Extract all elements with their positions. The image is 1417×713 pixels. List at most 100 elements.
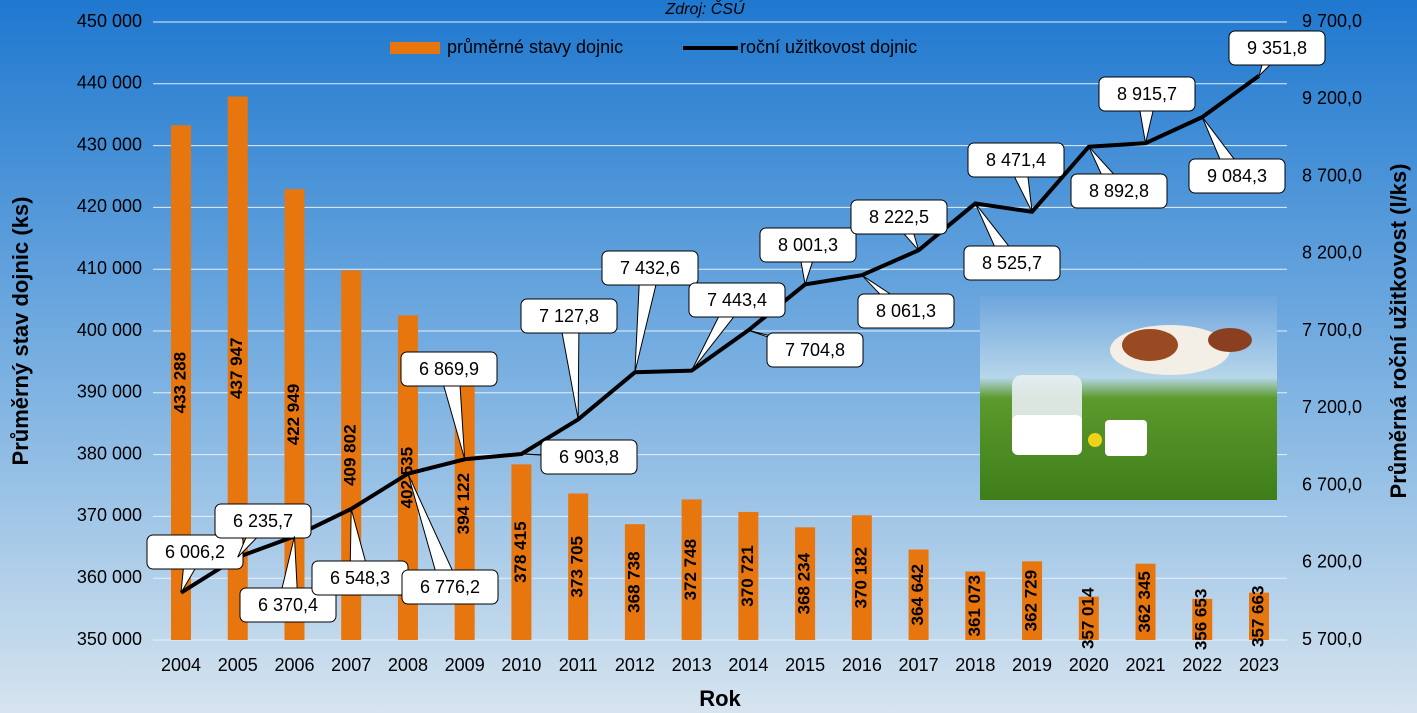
bar-value-label: 402 535 — [397, 447, 416, 508]
callout-box — [400, 351, 498, 387]
y-tick-label: 410 000 — [77, 258, 142, 278]
bar-value-label: 362 345 — [1135, 571, 1154, 632]
bar-value-label: 372 748 — [681, 539, 700, 600]
line-value-label: 6 235,7 — [233, 511, 293, 531]
callout-box — [1098, 76, 1196, 112]
x-tick-label: 2016 — [842, 655, 882, 675]
x-tick-label: 2021 — [1126, 655, 1166, 675]
bar-value-label: 357 663 — [1248, 586, 1267, 647]
line-value-label: 8 892,8 — [1089, 181, 1149, 201]
bar — [397, 315, 418, 640]
x-tick-label: 2004 — [161, 655, 201, 675]
line-value-label: 7 127,8 — [539, 306, 599, 326]
callout-box — [850, 199, 948, 235]
x-tick-label: 2012 — [615, 655, 655, 675]
bar-value-label: 437 947 — [227, 338, 246, 399]
y2-axis-title: Průměrná roční užitkovost (l/ks) — [1386, 164, 1411, 499]
line-value-label: 8 915,7 — [1117, 84, 1177, 104]
legend-label: průměrné stavy dojnic — [447, 37, 623, 57]
y2-tick-label: 5 700,0 — [1302, 629, 1362, 649]
callout-box — [967, 142, 1065, 178]
bar-value-label: 378 415 — [511, 521, 530, 582]
x-tick-label: 2011 — [559, 655, 598, 675]
bar-value-label: 368 738 — [624, 551, 643, 612]
bar — [681, 499, 702, 640]
bar-value-label: 362 729 — [1022, 570, 1041, 631]
y2-tick-label: 9 700,0 — [1302, 11, 1362, 31]
line-value-label: 7 704,8 — [785, 340, 845, 360]
y2-tick-label: 7 200,0 — [1302, 397, 1362, 417]
callout-box — [1228, 30, 1326, 66]
y2-tick-label: 9 200,0 — [1302, 88, 1362, 108]
bar-value-label: 357 014 — [1078, 587, 1097, 649]
bar-value-label: 422 949 — [284, 384, 303, 445]
x-tick-label: 2009 — [445, 655, 485, 675]
callout-box — [401, 569, 499, 605]
x-tick-label: 2023 — [1239, 655, 1279, 675]
line-value-label: 8 222,5 — [869, 207, 929, 227]
callout-box — [601, 250, 699, 286]
x-tick-label: 2014 — [728, 655, 768, 675]
bar — [1022, 561, 1043, 640]
callout-box — [688, 282, 786, 318]
y-tick-label: 350 000 — [77, 629, 142, 649]
callout-box — [520, 298, 618, 334]
y2-tick-label: 6 700,0 — [1302, 474, 1362, 494]
bar-value-label: 409 802 — [341, 424, 360, 485]
x-tick-label: 2022 — [1182, 655, 1222, 675]
y-tick-label: 420 000 — [77, 196, 142, 216]
bar-value-label: 370 182 — [851, 547, 870, 608]
line-value-label: 6 006,2 — [165, 542, 225, 562]
bar — [171, 125, 191, 641]
y2-tick-label: 8 200,0 — [1302, 243, 1362, 263]
bar-value-label: 356 653 — [1192, 589, 1211, 650]
bar-value-label: 370 721 — [738, 545, 757, 606]
line-value-label: 7 443,4 — [707, 290, 767, 310]
bar — [965, 571, 986, 640]
x-tick-label: 2019 — [1012, 655, 1052, 675]
bar — [795, 527, 816, 640]
bar-value-label: 361 073 — [965, 575, 984, 636]
photo — [980, 296, 1277, 500]
callout-box — [540, 439, 638, 475]
bar — [1192, 598, 1213, 640]
callout-box — [1070, 173, 1168, 209]
source: Zdroj: ČSÚ — [664, 0, 745, 18]
line-value-label: 8 001,3 — [778, 235, 838, 255]
callout-box — [963, 245, 1061, 281]
line-value-label: 6 869,9 — [419, 359, 479, 379]
bar-value-label: 433 288 — [170, 352, 189, 413]
y-tick-label: 380 000 — [77, 443, 142, 463]
legend-swatch — [390, 42, 440, 54]
legend-label: roční užitkovost dojnic — [740, 37, 917, 57]
bar — [851, 515, 872, 640]
x-tick-label: 2006 — [274, 655, 314, 675]
callout-box — [759, 227, 857, 263]
y-tick-label: 440 000 — [77, 73, 142, 93]
y-tick-label: 360 000 — [77, 567, 142, 587]
x-tick-label: 2015 — [785, 655, 825, 675]
line-value-label: 6 548,3 — [330, 568, 390, 588]
y2-tick-label: 7 700,0 — [1302, 320, 1362, 340]
bar-value-label: 373 705 — [568, 536, 587, 597]
bar — [1078, 596, 1099, 640]
line-value-label: 9 351,8 — [1247, 38, 1307, 58]
bar — [908, 549, 929, 640]
y2-tick-label: 8 700,0 — [1302, 165, 1362, 185]
bar-value-label: 394 122 — [454, 473, 473, 534]
line-value-label: 6 776,2 — [420, 577, 480, 597]
callout-box — [214, 503, 312, 539]
callout-box — [766, 332, 864, 368]
y-tick-label: 370 000 — [77, 505, 142, 525]
bar-value-label: 368 234 — [795, 552, 814, 614]
bar — [511, 464, 532, 640]
bar — [568, 493, 589, 640]
x-tick-label: 2017 — [899, 655, 939, 675]
bar — [1135, 563, 1156, 640]
x-tick-label: 2007 — [331, 655, 371, 675]
y2-tick-label: 6 200,0 — [1302, 552, 1362, 572]
line-value-label: 9 084,3 — [1207, 166, 1267, 186]
line-value-label: 8 525,7 — [982, 253, 1042, 273]
y-tick-label: 430 000 — [77, 134, 142, 154]
